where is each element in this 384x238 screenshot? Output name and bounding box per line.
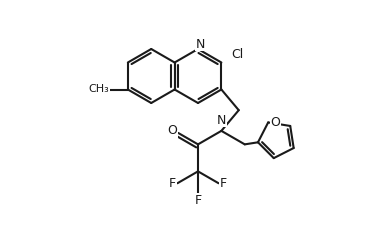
- Text: O: O: [167, 124, 177, 137]
- Text: O: O: [270, 116, 280, 129]
- Text: F: F: [194, 194, 202, 207]
- Text: F: F: [169, 177, 176, 190]
- Text: F: F: [220, 177, 227, 190]
- Text: Cl: Cl: [231, 48, 243, 61]
- Text: O: O: [98, 83, 108, 96]
- Text: CH₃: CH₃: [89, 84, 109, 94]
- Text: N: N: [195, 38, 205, 50]
- Text: N: N: [217, 114, 226, 127]
